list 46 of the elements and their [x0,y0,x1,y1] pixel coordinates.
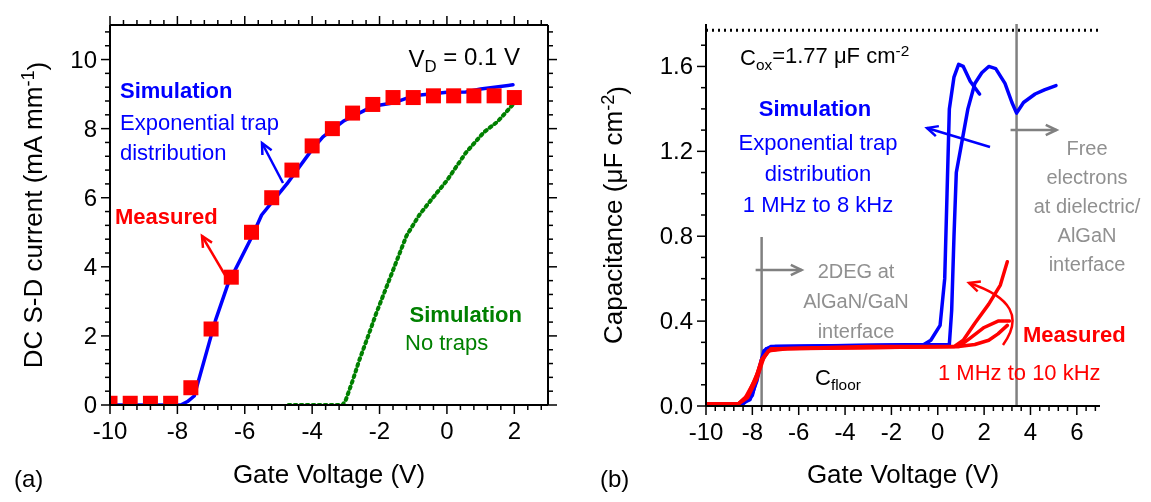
annotation: Simulation [758,96,872,121]
y-tick-label: 0.0 [659,392,693,419]
y-tick-label: 1.2 [659,137,693,165]
y-tick-label: 0 [83,391,97,418]
text: (a) [14,465,44,492]
annotation: Simulation [409,302,522,327]
y-tick-label: 0.4 [659,307,693,335]
annotation: C$_{floor}$ [815,365,861,393]
y-tick-label: 10 [70,45,97,73]
x-axis-title: Gate Voltage (V) [232,459,426,489]
x-tick-label: -4 [301,417,323,444]
annotation: Measured [115,204,218,229]
y-tick-label: 6 [83,183,97,211]
x-tick-label: -6 [788,418,810,445]
x-tick-label: 6 [1070,418,1084,445]
x-tick-label: 2 [977,418,991,445]
ref-line-label: Free electrons at dielectric/ AlGaN interface [1033,137,1141,275]
ref-line-label: C$_{ox}$=1.77 μF cm$^{-2}$ [740,42,910,73]
x-tick-label: 2 [507,417,521,444]
x-tick-label: -6 [234,417,256,444]
x-tick-label: -2 [368,417,391,444]
x-tick-label: -4 [834,418,856,445]
y-tick-label: 2 [83,321,97,349]
y-tick-label: 1.6 [659,52,693,80]
annotation: Exponential trap distribution [738,130,898,186]
annotation: Exponential trap distribution [120,110,279,165]
text: (b) [600,465,630,492]
annotation: No traps [405,330,489,355]
y-tick-label: 8 [83,114,97,142]
annotation: V$_{D}$ = 0.1 V [408,42,520,77]
ref-line-label: 2DEG at AlGaN/GaN interface [803,260,909,342]
x-tick-label: -10 [92,417,128,444]
x-tick-label: -2 [880,418,903,445]
annotation: 1 MHz to 8 kHz [742,192,894,217]
x-tick-label: -10 [688,418,724,445]
x-tick-label: 0 [931,418,945,445]
x-tick-label: 0 [440,417,454,444]
annotation: Measured [1023,322,1126,347]
annotation: 1 MHz to 10 kHz [938,360,1101,385]
x-tick-label: 4 [1023,418,1038,445]
y-tick-label: 4 [83,252,97,280]
y-tick-label: 0.8 [659,222,693,250]
annotation: Simulation [120,78,233,103]
x-tick-label: -8 [166,417,189,444]
x-axis-title: Gate Voltage (V) [806,459,1000,489]
x-tick-label: -8 [741,418,764,445]
